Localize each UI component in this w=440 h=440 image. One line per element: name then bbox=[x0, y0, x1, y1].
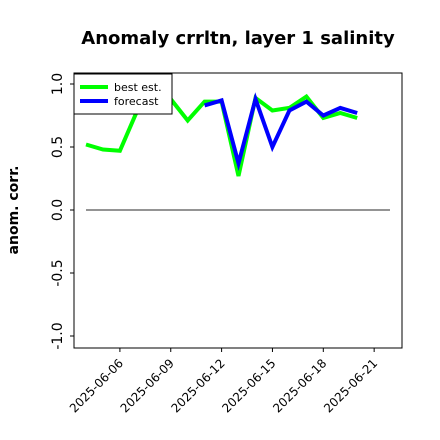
y-tick-label: -1.0 bbox=[50, 322, 66, 349]
x-ticks: 2025-06-062025-06-092025-06-122025-06-15… bbox=[67, 348, 380, 415]
y-tick-label: 1.0 bbox=[50, 73, 66, 95]
series-line-forecast bbox=[204, 92, 358, 172]
y-tick-label: -0.5 bbox=[50, 259, 66, 286]
x-tick-label: 2025-06-12 bbox=[169, 356, 228, 415]
y-axis-label: anom. corr. bbox=[6, 166, 22, 255]
x-tick-label: 2025-06-09 bbox=[118, 356, 177, 415]
x-tick-label: 2025-06-21 bbox=[321, 356, 380, 415]
y-tick-label: 0.5 bbox=[50, 136, 66, 158]
legend-box bbox=[73, 73, 173, 115]
chart-title: Anomaly crrltn, layer 1 salinity bbox=[81, 28, 395, 49]
legend: best est. forecast bbox=[73, 73, 173, 115]
x-tick-label: 2025-06-15 bbox=[219, 356, 278, 415]
y-ticks: -1.0 -0.5 0.0 0.5 1.0 bbox=[50, 73, 74, 350]
legend-label-forecast: forecast bbox=[114, 95, 159, 108]
x-tick-label: 2025-06-06 bbox=[67, 356, 126, 415]
y-tick-label: 0.0 bbox=[50, 199, 66, 221]
series-group bbox=[85, 92, 358, 177]
legend-label-best-est: best est. bbox=[114, 81, 162, 94]
x-tick-label: 2025-06-18 bbox=[270, 356, 329, 415]
